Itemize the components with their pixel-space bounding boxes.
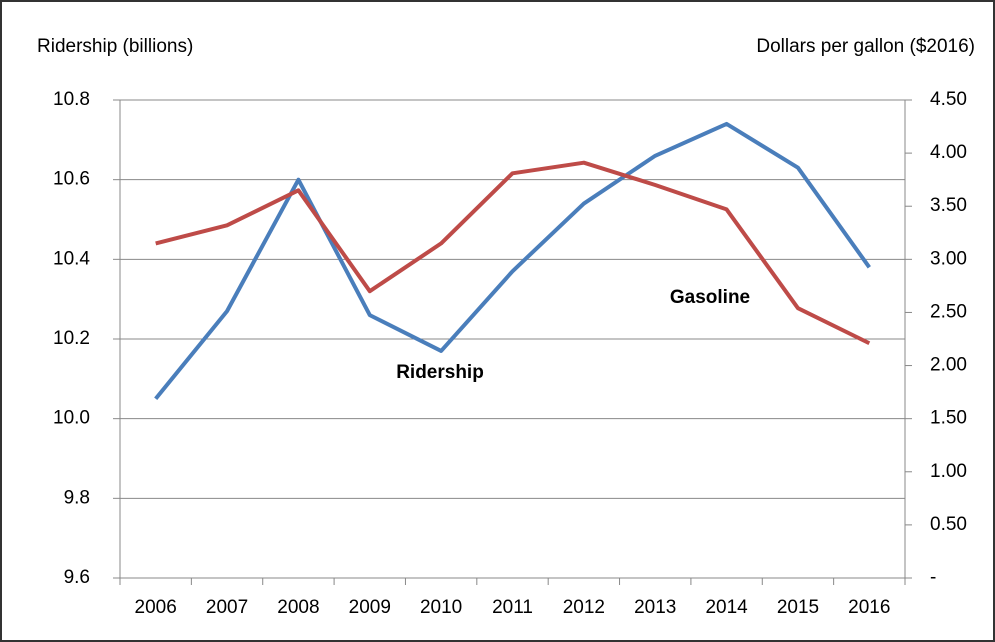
series-label: Ridership: [396, 362, 484, 383]
series-line: [155, 160, 871, 346]
x-tick-label: 2012: [563, 597, 605, 618]
x-tick-label: 2007: [206, 597, 248, 618]
y2-tick-label: 3.00: [930, 248, 967, 269]
y2-tick-label: -: [930, 567, 936, 588]
x-tick-label: 2016: [848, 597, 890, 618]
y2-tick-label: 2.50: [930, 301, 967, 322]
x-tick-label: 2008: [277, 597, 319, 618]
y2-tick-label: 1.00: [930, 461, 967, 482]
y2-tick-label: 3.50: [930, 195, 967, 216]
y2-axis-title: Dollars per gallon ($2016): [756, 36, 975, 57]
y-tick-label: 10.0: [53, 408, 90, 429]
x-tick-label: 2015: [777, 597, 819, 618]
y-tick-label: 9.6: [64, 567, 90, 588]
y2-tick-label: 4.00: [930, 142, 967, 163]
x-tick-label: 2009: [349, 597, 391, 618]
x-tick-label: 2013: [634, 597, 676, 618]
y-tick-label: 9.8: [64, 487, 90, 508]
y2-tick-label: 2.00: [930, 355, 967, 376]
y-axis-title: Ridership (billions): [37, 36, 193, 57]
x-tick-label: 2010: [420, 597, 462, 618]
x-tick-label: 2006: [135, 597, 177, 618]
series-line: [154, 121, 871, 401]
y2-tick-label: 1.50: [930, 408, 967, 429]
series-label: Gasoline: [670, 287, 750, 308]
y2-tick-label: 4.50: [930, 89, 967, 110]
x-tick-label: 2011: [492, 597, 533, 618]
y-tick-label: 10.2: [53, 328, 90, 349]
y-tick-label: 10.6: [53, 169, 90, 190]
y-tick-label: 10.8: [53, 89, 90, 110]
y-tick-label: 10.4: [53, 248, 90, 269]
x-tick-label: 2014: [705, 597, 748, 618]
y2-tick-label: 0.50: [930, 514, 967, 535]
